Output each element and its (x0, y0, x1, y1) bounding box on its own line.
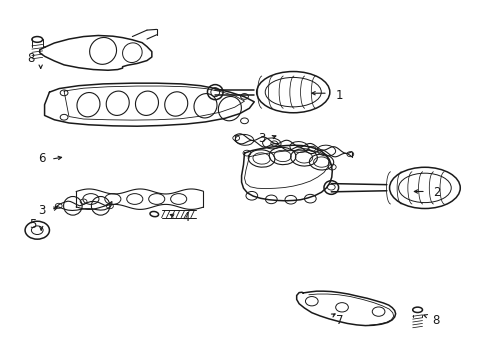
Ellipse shape (256, 72, 329, 113)
Text: 3: 3 (257, 132, 264, 145)
Text: 4: 4 (182, 211, 189, 224)
Text: 8: 8 (431, 314, 439, 327)
Text: 1: 1 (335, 89, 343, 102)
Ellipse shape (389, 167, 459, 208)
Text: 8: 8 (27, 51, 35, 64)
Text: 6: 6 (39, 152, 46, 165)
Text: 2: 2 (432, 186, 440, 199)
Text: 3: 3 (39, 204, 46, 217)
Text: 7: 7 (335, 314, 343, 327)
Text: 5: 5 (29, 218, 36, 231)
